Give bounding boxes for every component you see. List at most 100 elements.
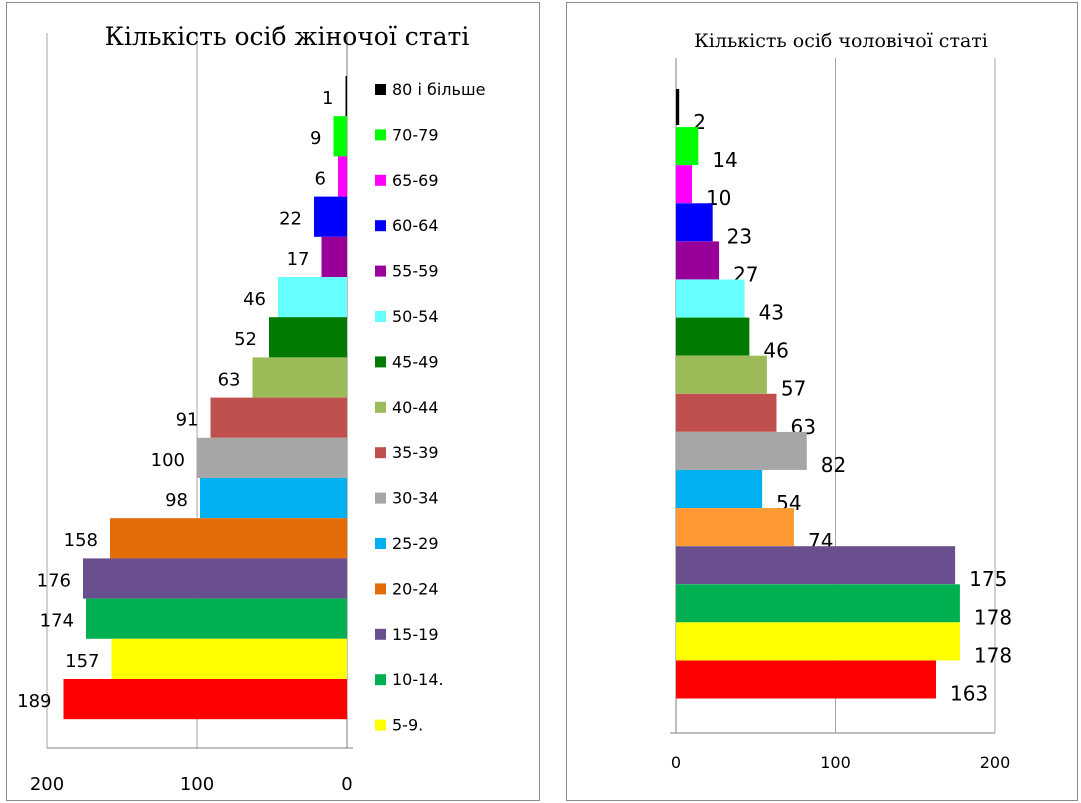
data-label: 176 xyxy=(37,570,71,591)
legend-label: 50-54 xyxy=(392,307,439,326)
bar-20-24 xyxy=(676,508,795,547)
bar-55-59 xyxy=(676,241,720,280)
data-label: 57 xyxy=(781,377,806,401)
legend-swatch xyxy=(375,492,386,504)
bar-0-4 xyxy=(676,660,936,699)
data-label: 174 xyxy=(40,611,74,632)
bar-65-69 xyxy=(338,156,347,197)
data-label: 178 xyxy=(974,643,1012,667)
bar-60-64 xyxy=(676,203,713,242)
legend-label: 80 і більше xyxy=(392,80,485,99)
data-label: 43 xyxy=(759,301,784,325)
data-label: 158 xyxy=(64,530,98,551)
legend-label: 40-44 xyxy=(392,398,439,417)
legend-swatch xyxy=(375,220,386,232)
chart-title: Кількість осіб жіночої статі xyxy=(105,22,470,51)
bar-15-19 xyxy=(83,558,347,599)
bar-50-54 xyxy=(676,279,745,318)
data-label: 63 xyxy=(218,369,241,390)
bar-10-14. xyxy=(86,598,347,639)
data-label: 23 xyxy=(727,224,752,248)
legend-swatch xyxy=(375,447,386,459)
data-label: 1 xyxy=(322,88,333,109)
legend-swatch xyxy=(375,719,386,731)
data-label: 91 xyxy=(176,410,199,431)
bar-extra xyxy=(63,679,347,720)
legend-label: 60-64 xyxy=(392,216,439,235)
bar-25-29 xyxy=(676,470,763,508)
bar-15-19 xyxy=(676,546,956,585)
x-tick-label: 200 xyxy=(30,774,64,795)
data-label: 14 xyxy=(712,148,737,172)
bar-80 і більше xyxy=(345,76,347,117)
bar-50-54 xyxy=(278,277,347,318)
data-label: 98 xyxy=(165,490,188,511)
data-label: 100 xyxy=(151,450,185,471)
x-tick-label: 100 xyxy=(180,774,214,795)
bar-40-44 xyxy=(252,357,347,398)
data-label: 9 xyxy=(310,128,321,149)
x-tick-label: 200 xyxy=(980,753,1011,772)
bar-10-14. xyxy=(676,584,960,623)
legend-swatch xyxy=(375,84,386,95)
legend-swatch xyxy=(375,265,386,277)
bar-30-34 xyxy=(197,437,347,478)
data-label: 22 xyxy=(279,209,302,230)
data-label: 6 xyxy=(315,168,326,189)
data-label: 189 xyxy=(17,691,51,712)
bar-45-49 xyxy=(676,317,750,356)
bar-40-44 xyxy=(676,355,767,394)
legend-label: 5-9. xyxy=(392,716,423,735)
legend-label: 65-69 xyxy=(392,171,439,190)
bar-80 і більше xyxy=(676,89,680,125)
x-tick-label: 0 xyxy=(341,774,352,795)
data-label: 46 xyxy=(763,339,788,363)
female-chart-svg: Кількість осіб жіночої статі 19 6 22 17 46 52 6… xyxy=(17,22,485,795)
legend-label: 30-34 xyxy=(392,489,439,508)
data-label: 52 xyxy=(234,329,257,350)
legend-swatch xyxy=(375,628,386,640)
bar-70-79 xyxy=(676,127,699,166)
data-label: 163 xyxy=(950,682,988,706)
x-tick-label: 0 xyxy=(671,753,681,772)
legend-swatch xyxy=(375,401,386,413)
bar-55-59 xyxy=(321,236,347,277)
legend-label: 15-19 xyxy=(392,625,439,644)
bar-45-49 xyxy=(269,317,347,358)
data-label: 46 xyxy=(243,289,266,310)
data-label: 82 xyxy=(821,453,846,477)
legend-label: 45-49 xyxy=(392,352,439,371)
bar-20-24 xyxy=(110,518,347,559)
legend-swatch xyxy=(375,674,386,686)
legend-label: 70-79 xyxy=(392,125,439,144)
bar-25-29 xyxy=(200,478,347,519)
legend-label: 20-24 xyxy=(392,579,439,598)
bar-5-9. xyxy=(111,638,347,679)
legend-swatch xyxy=(375,129,386,141)
chart-title: Кількість осіб чоловічої статі xyxy=(694,30,988,52)
bar-5-9. xyxy=(676,622,960,661)
legend-label: 25-29 xyxy=(392,534,439,553)
x-tick-label: 100 xyxy=(820,753,851,772)
legend-swatch xyxy=(375,311,386,322)
bar-65-69 xyxy=(676,165,692,204)
legend-swatch xyxy=(375,356,386,368)
legend-swatch xyxy=(375,174,386,186)
bar-70-79 xyxy=(333,116,347,157)
data-label: 175 xyxy=(969,567,1007,591)
legend-label: 10-14. xyxy=(392,670,444,689)
data-label: 17 xyxy=(287,249,310,270)
female-chart-panel: Кількість осіб жіночої статі 1 9 6 22 17 46 52 6… xyxy=(6,2,540,801)
data-label: 157 xyxy=(65,651,99,672)
bar-35-39 xyxy=(210,397,347,438)
legend-swatch xyxy=(375,538,386,549)
bar-35-39 xyxy=(676,393,777,432)
male-chart-panel: Кількість осіб чоловічої статі 2 14 10 23 27 4… xyxy=(566,2,1078,801)
bar-60-64 xyxy=(314,196,347,237)
bar-30-34 xyxy=(676,431,807,470)
data-label: 178 xyxy=(974,605,1012,629)
legend-label: 35-39 xyxy=(392,443,439,462)
legend-swatch xyxy=(375,583,386,595)
legend-label: 55-59 xyxy=(392,262,439,281)
male-chart-svg: Кількість осіб чоловічої статі2141023274… xyxy=(670,30,1012,772)
